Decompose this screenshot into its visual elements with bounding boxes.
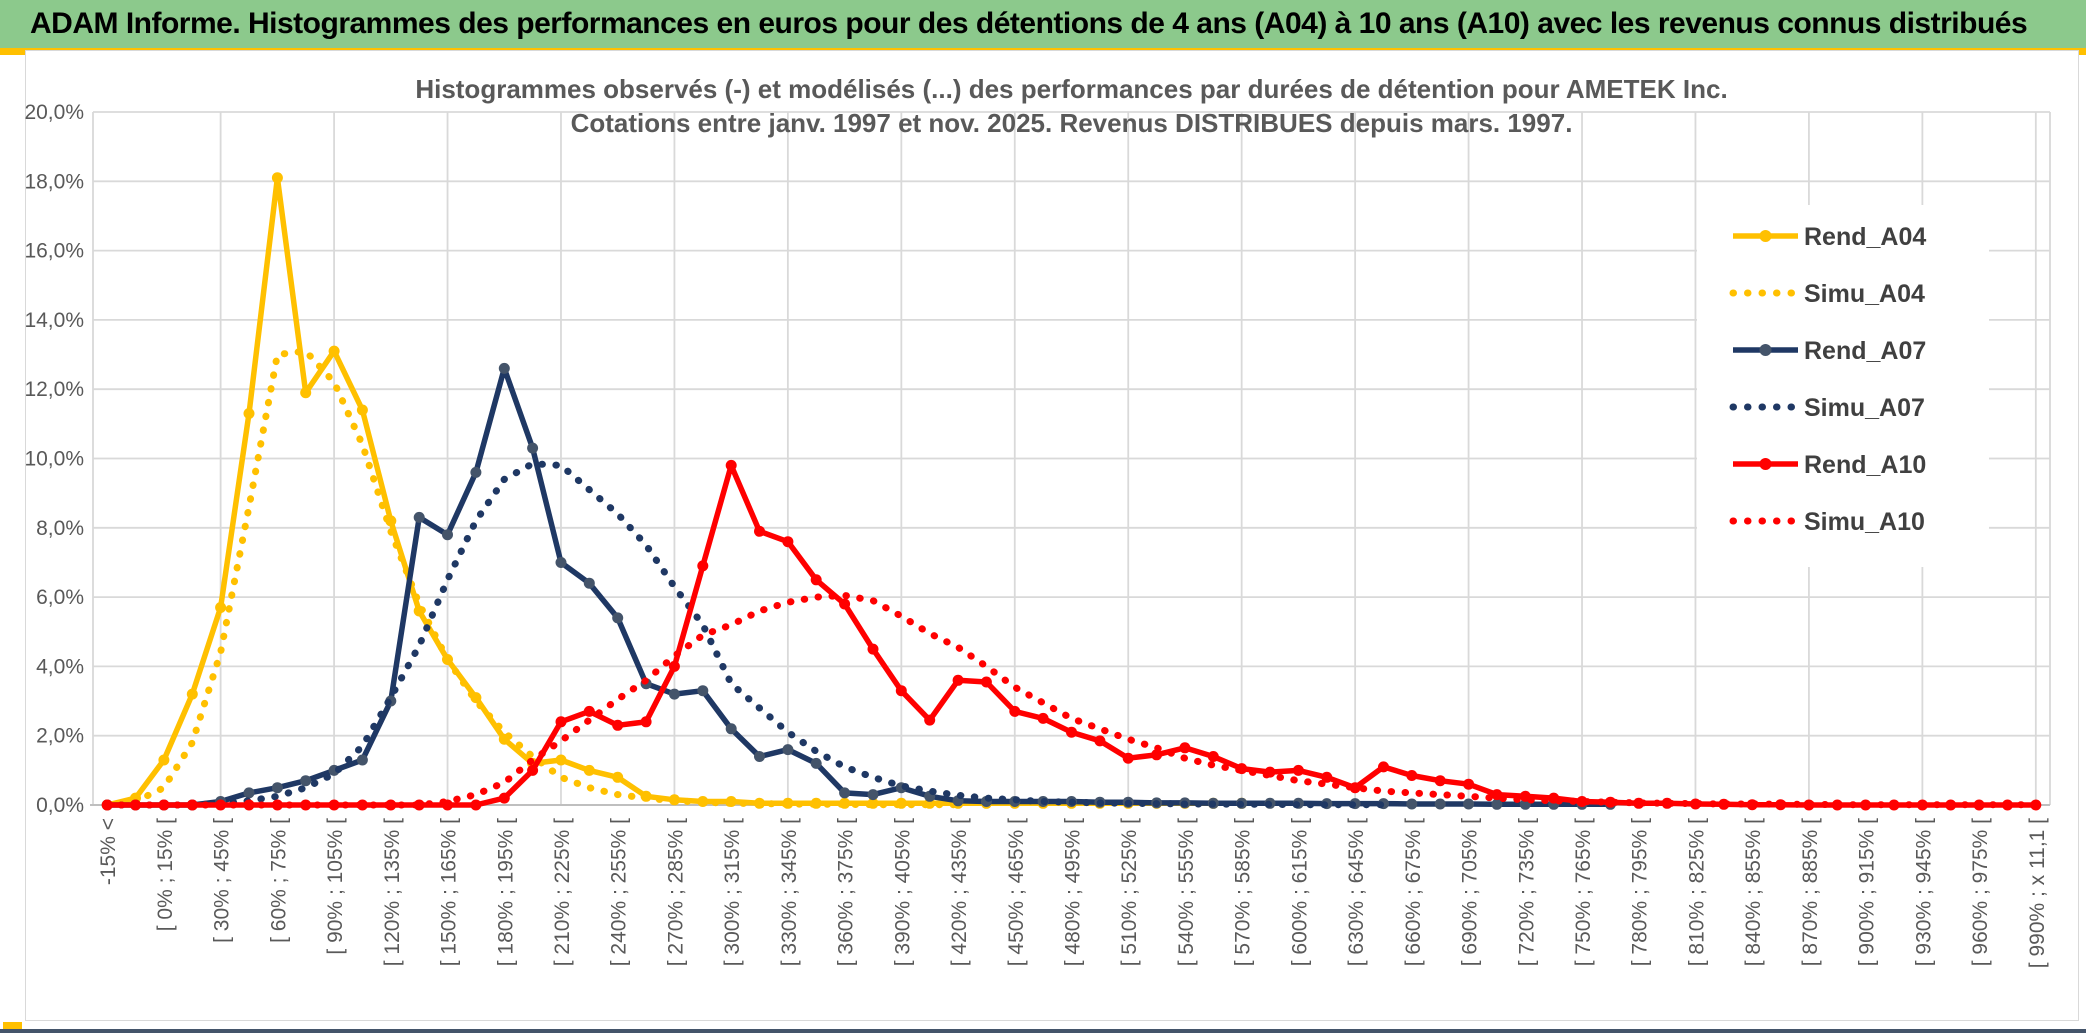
x-axis-label: [ 30% ; 45% [: [211, 818, 234, 943]
x-axis-label: [ 450% ; 465% [: [1005, 818, 1028, 966]
x-axis-label: [ 960% ; 975% [: [1969, 818, 1992, 966]
x-axis-labels: -15% < [ 0% ; 15% [ [ 30% ; 45% [ [ 60% ; 7…: [97, 818, 2049, 968]
legend-item-Simu_A04[interactable]: Simu_A04: [1729, 280, 1925, 308]
x-axis-label: [ 600% ; 615% [: [1288, 818, 1311, 966]
x-axis-label: [ 210% ; 225% [: [551, 818, 574, 966]
series-Rend_A07: [101, 362, 1616, 811]
x-axis-label: [ 360% ; 375% [: [835, 818, 858, 966]
x-axis-label: [ 120% ; 135% [: [381, 818, 404, 966]
x-axis-label: [ 90% ; 105% [: [324, 818, 347, 955]
y-axis-label: 14,0%: [24, 309, 84, 332]
y-axis-label: 10,0%: [24, 448, 84, 471]
chart-title: Histogrammes observés (-) et modélisés (…: [415, 74, 1728, 104]
x-axis-label: [ 390% ; 405% [: [891, 818, 914, 966]
chart-subtitle: Cotations entre janv. 1997 et nov. 2025.…: [570, 108, 1573, 138]
x-axis-label: [ 990% ; x 11,1 [: [2026, 818, 2049, 968]
x-axis-label: [ 660% ; 675% [: [1402, 818, 1425, 966]
legend: Rend_A04 Simu_A04 Rend_A07 Simu_A07 Rend_A10…: [1697, 205, 1989, 567]
x-axis-label: [ 480% ; 495% [: [1062, 818, 1085, 966]
x-axis-label: [ 780% ; 795% [: [1629, 818, 1652, 966]
legend-marker-dot: [1759, 458, 1772, 470]
x-axis-label: [ 150% ; 165% [: [438, 818, 461, 966]
bottom-accent-block: [3, 1022, 22, 1029]
x-axis-label: [ 720% ; 735% [: [1515, 818, 1538, 966]
y-axis-label: 18,0%: [24, 170, 84, 193]
x-axis-label: [ 630% ; 645% [: [1345, 818, 1368, 966]
x-axis-label: [ 810% ; 825% [: [1686, 818, 1709, 966]
x-axis-label: [ 900% ; 915% [: [1856, 818, 1879, 966]
legend-label: Rend_A04: [1804, 223, 1926, 251]
x-axis-label: [ 300% ; 315% [: [721, 818, 744, 966]
x-axis-label: [ 270% ; 285% [: [664, 818, 687, 966]
y-axis-label: 8,0%: [36, 517, 84, 540]
y-axis-label: 12,0%: [24, 378, 84, 401]
legend-item-Rend_A07[interactable]: Rend_A07: [1733, 337, 1926, 365]
x-axis-label: [ 570% ; 585% [: [1232, 818, 1255, 966]
x-axis-label: [ 750% ; 765% [: [1572, 818, 1595, 966]
y-axis-label: 20,0%: [24, 101, 84, 124]
legend-label: Rend_A10: [1804, 451, 1926, 479]
y-axis-labels: 0,0% 2,0% 4,0% 6,0% 8,0% 10,0% 12,0% 14,0% 16,0%…: [24, 101, 84, 817]
y-axis-label: 16,0%: [24, 240, 84, 263]
y-axis-label: 6,0%: [36, 586, 84, 609]
x-axis-label: [ 420% ; 435% [: [948, 818, 971, 966]
legend-item-Rend_A04[interactable]: Rend_A04: [1733, 223, 1926, 251]
legend-marker-dot: [1759, 344, 1772, 356]
series-Simu_A04: [103, 347, 962, 809]
legend-label: Simu_A07: [1804, 394, 1925, 422]
x-axis-label: [ 240% ; 255% [: [608, 818, 631, 966]
x-axis-label: [ 180% ; 195% [: [494, 818, 517, 966]
x-axis-label: [ 840% ; 855% [: [1742, 818, 1765, 966]
bottom-status-bar: [0, 1029, 2086, 1033]
y-axis-label: 0,0%: [36, 794, 84, 817]
x-axis-label: [ 0% ; 15% [: [154, 818, 177, 931]
banner-title: ADAM Informe. Histogrammes des performan…: [30, 7, 2028, 40]
y-axis-label: 2,0%: [36, 725, 84, 748]
x-axis-label: [ 930% ; 945% [: [1912, 818, 1935, 966]
legend-marker-dot: [1759, 230, 1772, 242]
x-axis-label: [ 60% ; 75% [: [267, 818, 290, 943]
x-axis-label: [ 870% ; 885% [: [1799, 818, 1822, 966]
y-axis-label: 4,0%: [36, 655, 84, 678]
series-Simu_A10: [103, 591, 2040, 809]
legend-label: Simu_A04: [1804, 280, 1925, 308]
series-Simu_A07: [103, 460, 1387, 809]
x-axis-label: [ 510% ; 525% [: [1118, 818, 1141, 966]
legend-label: Rend_A07: [1804, 337, 1926, 365]
legend-label: Simu_A10: [1804, 508, 1925, 536]
x-axis-label: -15% <: [97, 818, 120, 885]
x-axis-label: [ 540% ; 555% [: [1175, 818, 1198, 966]
banner: ADAM Informe. Histogrammes des performan…: [0, 0, 2086, 48]
legend-item-Simu_A10[interactable]: Simu_A10: [1729, 508, 1925, 536]
x-axis-label: [ 690% ; 705% [: [1459, 818, 1482, 966]
x-axis-label: [ 330% ; 345% [: [778, 818, 801, 966]
legend-item-Rend_A10[interactable]: Rend_A10: [1733, 451, 1926, 479]
legend-item-Simu_A07[interactable]: Simu_A07: [1729, 394, 1925, 422]
